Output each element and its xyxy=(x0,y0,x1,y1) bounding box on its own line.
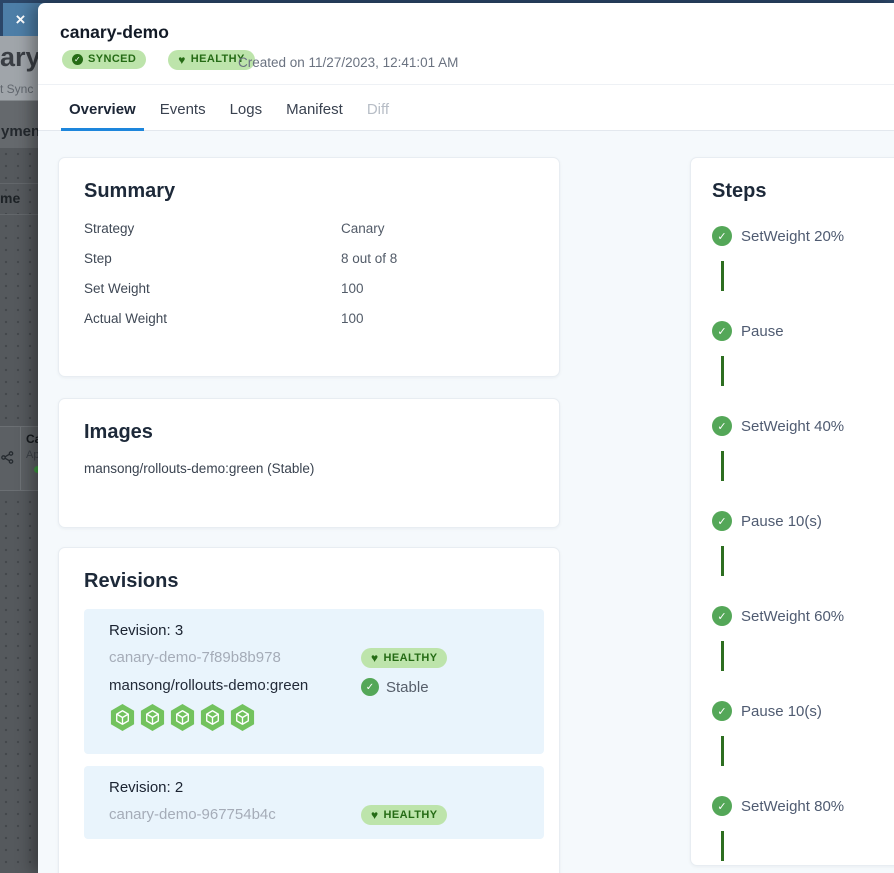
summary-row-step: Step 8 out of 8 xyxy=(84,250,398,266)
pod-icon[interactable] xyxy=(139,703,166,732)
summary-title: Summary xyxy=(84,180,176,202)
tab-bar: Overview Events Logs Manifest Diff xyxy=(38,85,894,131)
background-divider xyxy=(0,183,46,184)
step-item: ✓ SetWeight 60% xyxy=(712,606,894,701)
step-item: ✓ Pause 10(s) xyxy=(712,701,894,796)
steps-card: Steps ✓ SetWeight 20% ✓ Pause ✓ SetWeight 4… xyxy=(690,157,894,866)
summary-row-actual-weight: Actual Weight 100 xyxy=(84,310,364,326)
header-divider xyxy=(38,84,894,85)
step-check-icon: ✓ xyxy=(712,796,732,816)
steps-list: ✓ SetWeight 20% ✓ Pause ✓ SetWeight 40% ✓ Pa… xyxy=(712,226,894,865)
step-connector xyxy=(712,261,894,321)
revision-name: Revision: 3 xyxy=(109,622,184,639)
pod-icon[interactable] xyxy=(169,703,196,732)
image-item: mansong/rollouts-demo:green (Stable) xyxy=(84,461,315,476)
tab-manifest[interactable]: Manifest xyxy=(286,101,343,118)
step-item: ✓ Pause 10(s) xyxy=(712,511,894,606)
check-circle-icon: ✓ xyxy=(72,54,83,65)
summary-rows: Strategy Canary Step 8 out of 8 Set Weig… xyxy=(84,213,534,333)
step-check-icon: ✓ xyxy=(712,701,732,721)
pods-row xyxy=(109,703,544,732)
created-timestamp: Created on 11/27/2023, 12:41:01 AM xyxy=(238,55,459,70)
step-check-icon: ✓ xyxy=(712,321,732,341)
heart-icon: ♥ xyxy=(371,808,379,822)
pod-icon[interactable] xyxy=(199,703,226,732)
page-title: canary-demo xyxy=(60,22,169,42)
tile-title-fragment: Ca xyxy=(26,432,42,446)
panel-content: Summary Strategy Canary Step 8 out of 8 … xyxy=(38,131,894,873)
background-section-label: ymen xyxy=(1,123,41,140)
step-check-icon: ✓ xyxy=(712,511,732,531)
step-connector xyxy=(712,451,894,511)
revisions-card: Revisions Revision: 3 canary-demo-7f89b8… xyxy=(58,547,560,873)
tile-subtitle-fragment: Ap xyxy=(26,449,40,461)
step-check-icon: ✓ xyxy=(712,226,732,246)
rollout-detail-panel: canary-demo ✓ SYNCED ♥ HEALTHY Created o… xyxy=(38,3,894,873)
sync-status-badge: ✓ SYNCED xyxy=(62,50,147,69)
images-card: Images mansong/rollouts-demo:green (Stab… xyxy=(58,398,560,528)
step-connector xyxy=(712,356,894,416)
summary-row-strategy: Strategy Canary xyxy=(84,220,385,236)
status-badges: ✓ SYNCED ♥ HEALTHY xyxy=(62,49,255,70)
step-check-icon: ✓ xyxy=(712,416,732,436)
pod-icon[interactable] xyxy=(229,703,256,732)
images-title: Images xyxy=(84,421,153,443)
check-circle-icon: ✓ xyxy=(361,678,379,696)
background-divider xyxy=(0,214,46,215)
step-item: ✓ SetWeight 80% xyxy=(712,796,894,865)
step-connector xyxy=(712,831,894,865)
step-check-icon: ✓ xyxy=(712,606,732,626)
revisions-title: Revisions xyxy=(84,570,179,592)
tab-events[interactable]: Events xyxy=(159,101,206,118)
health-status-badge: ♥ HEALTHY xyxy=(168,49,255,70)
heart-icon: ♥ xyxy=(178,52,186,67)
background-sync-label: t Sync xyxy=(0,82,34,96)
tab-diff[interactable]: Diff xyxy=(366,101,390,118)
background-table-header: me xyxy=(0,190,21,206)
summary-card: Summary Strategy Canary Step 8 out of 8 … xyxy=(58,157,560,377)
tile-divider xyxy=(20,427,21,490)
summary-row-set-weight: Set Weight 100 xyxy=(84,280,364,296)
tab-logs[interactable]: Logs xyxy=(229,101,263,118)
step-connector xyxy=(712,641,894,701)
heart-icon: ♥ xyxy=(371,651,379,665)
revision-item: Revision: 3 canary-demo-7f89b8b978 ♥ HEA… xyxy=(84,609,544,754)
revision-image: mansong/rollouts-demo:green xyxy=(109,677,309,694)
revision-health-badge: ♥ HEALTHY xyxy=(361,805,448,825)
revision-name: Revision: 2 xyxy=(109,779,184,796)
replicaset-name: canary-demo-967754b4c xyxy=(109,806,276,823)
steps-title: Steps xyxy=(712,180,767,202)
tab-overview[interactable]: Overview xyxy=(61,91,144,131)
step-item: ✓ SetWeight 20% xyxy=(712,226,894,321)
step-item: ✓ Pause xyxy=(712,321,894,416)
revision-health-badge: ♥ HEALTHY xyxy=(361,648,448,668)
revision-image-status: ✓ Stable xyxy=(361,678,429,696)
step-connector xyxy=(712,546,894,606)
step-item: ✓ SetWeight 40% xyxy=(712,416,894,511)
step-connector xyxy=(712,736,894,796)
network-icon xyxy=(1,451,14,464)
revision-item: Revision: 2 canary-demo-967754b4c ♥ HEAL… xyxy=(84,766,544,839)
window-top-border xyxy=(0,0,894,3)
close-icon: × xyxy=(15,10,26,29)
pod-icon[interactable] xyxy=(109,703,136,732)
replicaset-name: canary-demo-7f89b8b978 xyxy=(109,649,281,666)
close-panel-button[interactable]: × xyxy=(0,3,38,36)
tile-status-dot xyxy=(34,466,41,473)
